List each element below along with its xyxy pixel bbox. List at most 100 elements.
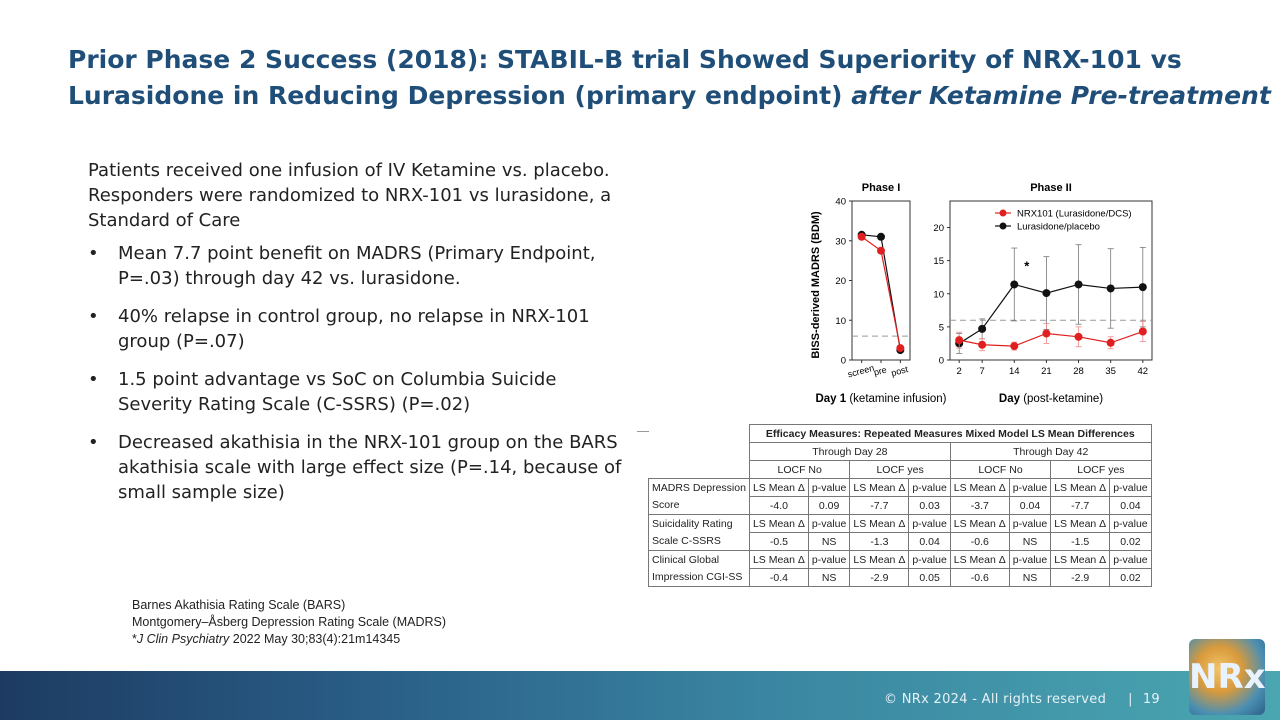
col-header-mean: LS Mean Δ <box>849 478 910 497</box>
row-label: Impression CGI-SS <box>648 568 750 587</box>
col-header-mean: LS Mean Δ <box>949 550 1010 569</box>
row-label: Clinical Global <box>648 550 750 569</box>
table-cell: -0.5 <box>748 532 809 551</box>
col-header-p: p-value <box>1109 478 1152 497</box>
table-cell: 0.05 <box>908 568 951 587</box>
title-line-1: Prior Phase 2 Success (2018): STABIL-B t… <box>68 45 1182 74</box>
table-corner <box>649 443 750 461</box>
table-cell: 0.03 <box>908 496 951 515</box>
x-tick-label: 14 <box>1009 366 1020 377</box>
intro-paragraph: Patients received one infusion of IV Ket… <box>88 160 612 231</box>
footer-bar <box>0 671 1280 720</box>
table-cell: -2.9 <box>849 568 910 587</box>
data-point <box>1106 284 1115 293</box>
data-point <box>877 246 885 255</box>
x-tick-label: 21 <box>1041 366 1052 377</box>
col-header-mean: LS Mean Δ <box>1050 550 1111 569</box>
legend-marker <box>999 209 1007 217</box>
reference-madrs: Montgomery–Åsberg Depression Rating Scal… <box>132 615 447 629</box>
col-header-p: p-value <box>807 514 851 533</box>
col-header-mean: LS Mean Δ <box>748 550 809 569</box>
table-cell: -0.6 <box>949 532 1010 551</box>
title-line-2: Lurasidone in Reducing Depression (prima… <box>68 78 1271 114</box>
page-number: 19 <box>1142 692 1160 707</box>
table-cell: -2.9 <box>1050 568 1111 587</box>
efficacy-table: Efficacy Measures: Repeated Measures Mix… <box>648 424 1152 587</box>
table-cell: -0.6 <box>949 568 1010 587</box>
panel-title: Phase II <box>1030 182 1072 194</box>
legend-marker <box>999 222 1007 230</box>
table-cell: -0.4 <box>748 568 809 587</box>
madrs-chart-svg: BISS-derived MADRS (BDM)Phase I010203040… <box>810 182 1153 405</box>
x-axis-label: Day (post-ketamine) <box>999 393 1103 405</box>
col-header-mean: LS Mean Δ <box>949 514 1010 533</box>
citation-journal: J Clin Psychiatry <box>136 632 230 646</box>
citation-detail: 2022 May 30;83(4):21m14345 <box>229 632 401 646</box>
y-axis-label: BISS-derived MADRS (BDM) <box>810 211 822 359</box>
table-corner <box>649 461 750 479</box>
y-tick-label: 10 <box>933 289 944 300</box>
table-cell: NS <box>1008 532 1052 551</box>
col-header-mean: LS Mean Δ <box>1050 514 1111 533</box>
y-tick-label: 40 <box>835 197 846 208</box>
col-header-mean: LS Mean Δ <box>748 478 809 497</box>
references: Barnes Akathisia Rating Scale (BARS) Mon… <box>132 597 446 648</box>
significance-marker: * <box>1024 259 1030 274</box>
period-header: Through Day 28 <box>748 442 951 461</box>
footer-divider: | <box>1128 692 1133 707</box>
data-point <box>978 324 987 333</box>
table-edge-tick <box>637 431 649 432</box>
bullet-list: • Mean 7.7 point benefit on MADRS (Primar… <box>88 241 628 505</box>
x-tick-label: 42 <box>1138 366 1149 377</box>
table-cell: NS <box>807 532 851 551</box>
col-header-p: p-value <box>807 550 851 569</box>
bullet-item: • Mean 7.7 point benefit on MADRS (Primar… <box>88 241 628 291</box>
data-point <box>1106 338 1115 347</box>
table-cell: 0.04 <box>908 532 951 551</box>
x-axis-label-rest: (post-ketamine) <box>1020 393 1103 405</box>
col-header-p: p-value <box>1008 550 1052 569</box>
table-cell: -1.5 <box>1050 532 1111 551</box>
row-label: MADRS Depression <box>648 478 750 497</box>
bullet-item: • 40% relapse in control group, no relaps… <box>88 304 628 354</box>
x-axis-label-bold: Day <box>999 393 1021 405</box>
bullet-dot: • <box>88 306 99 327</box>
period-header: Through Day 42 <box>949 442 1152 461</box>
method-header: LOCF yes <box>1050 460 1152 479</box>
table-cell: -4.0 <box>748 496 809 515</box>
col-header-p: p-value <box>1109 550 1152 569</box>
table-cell: 0.04 <box>1109 496 1152 515</box>
plot-frame <box>851 200 911 361</box>
logo-text: NRx <box>1189 657 1266 697</box>
legend-label: NRX101 (Lurasidone/DCS) <box>1017 209 1132 220</box>
col-header-p: p-value <box>1008 478 1052 497</box>
col-header-mean: LS Mean Δ <box>949 478 1010 497</box>
table-cell: -1.3 <box>849 532 910 551</box>
bullet-text: Mean 7.7 point benefit on MADRS (Primary… <box>118 243 596 289</box>
row-label: Suicidality Rating <box>648 514 750 533</box>
body-text: Patients received one infusion of IV Ket… <box>88 158 628 518</box>
col-header-mean: LS Mean Δ <box>748 514 809 533</box>
data-point <box>877 232 885 241</box>
x-tick-label: post <box>890 364 910 378</box>
y-tick-label: 20 <box>933 223 944 234</box>
row-label: Score <box>648 496 750 515</box>
reference-bars: Barnes Akathisia Rating Scale (BARS) <box>132 598 346 612</box>
table-cell: 0.09 <box>807 496 851 515</box>
table-cell: 0.02 <box>1109 568 1152 587</box>
table-corner <box>649 425 750 443</box>
col-header-mean: LS Mean Δ <box>849 550 910 569</box>
nrx-logo: NRx <box>1189 639 1266 715</box>
bullet-text: 40% relapse in control group, no relapse… <box>118 306 590 352</box>
table-title: Efficacy Measures: Repeated Measures Mix… <box>748 424 1152 443</box>
bullet-item: • 1.5 point advantage vs SoC on Columbia … <box>88 367 628 417</box>
title-line-2-italic: after Ketamine Pre-treatment <box>851 81 1271 110</box>
copyright: © NRx 2024 - All rights reserved <box>883 692 1107 707</box>
bullet-text: Decreased akathisia in the NRX-101 group… <box>118 432 622 503</box>
data-point <box>1042 289 1051 298</box>
table-cell: NS <box>1008 568 1052 587</box>
table-cell: 0.02 <box>1109 532 1152 551</box>
y-tick-label: 30 <box>835 236 846 247</box>
panel-title: Phase I <box>862 182 901 194</box>
data-point <box>1138 327 1147 336</box>
